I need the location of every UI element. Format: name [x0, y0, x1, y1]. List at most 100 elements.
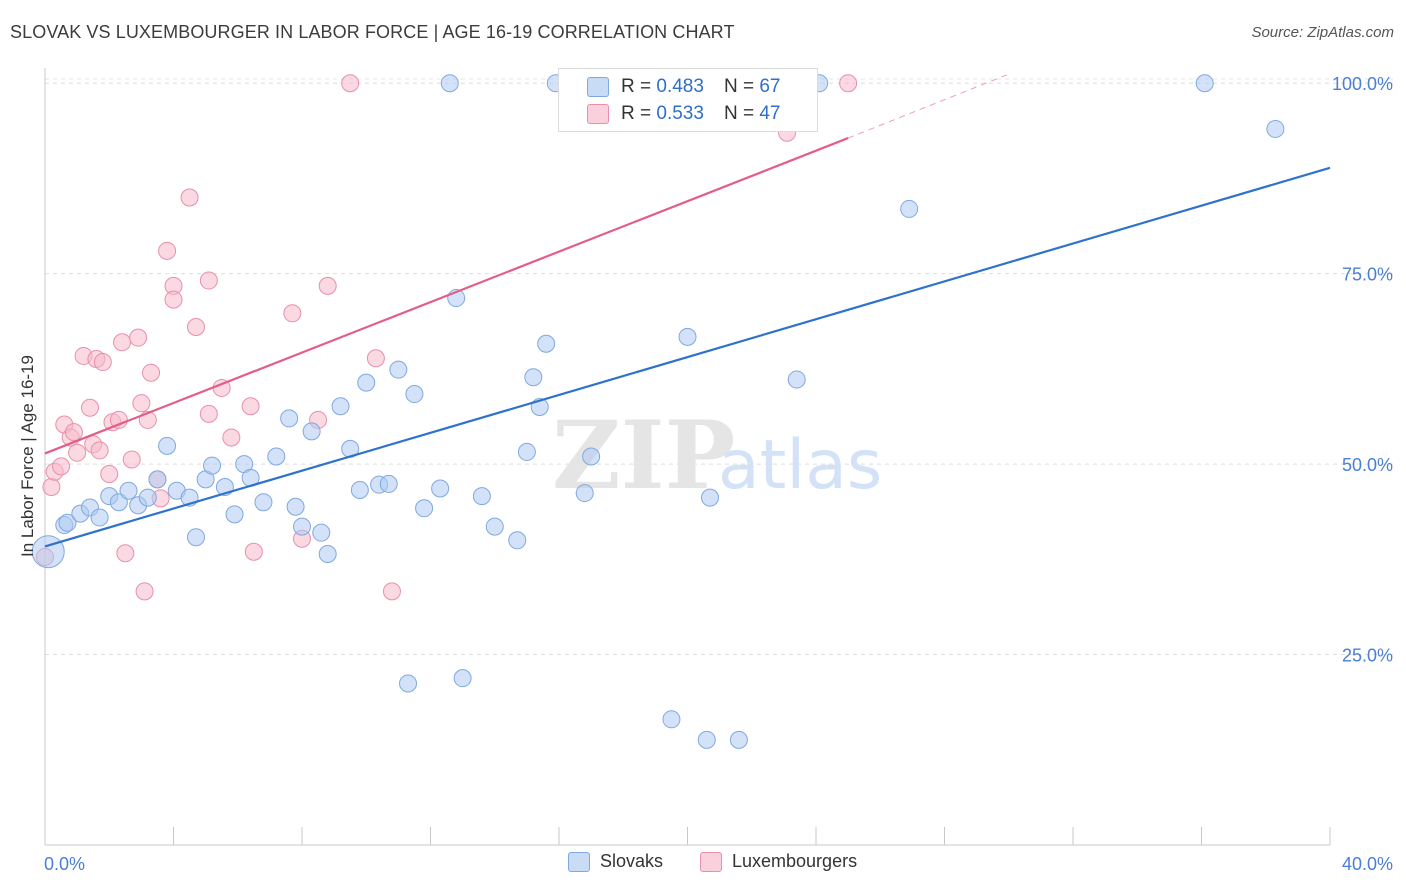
slovaks-point [286, 497, 305, 516]
luxembourgers-point [341, 74, 360, 93]
luxembourgers-point [199, 404, 218, 423]
slovaks-point [485, 517, 504, 536]
slovaks-point [453, 669, 472, 688]
slovaks-n-value: 67 [759, 76, 781, 97]
slovaks-point [524, 368, 543, 387]
slovaks-point [293, 517, 311, 536]
luxembourgers-point [135, 582, 154, 601]
luxembourgers-point [366, 349, 385, 368]
slovaks-point [119, 481, 138, 500]
y-axis-label: In Labor Force | Age 16-19 [18, 355, 37, 557]
slovaks-point [537, 334, 556, 353]
slovaks-point [399, 674, 418, 693]
slovaks-point [31, 535, 65, 569]
slovaks-point [440, 74, 459, 93]
luxembourgers-point [164, 290, 183, 309]
luxembourgers-trend-line [44, 137, 849, 455]
slovaks-point [431, 479, 450, 498]
luxembourgers-legend-label: Luxembourgers [732, 851, 858, 871]
y-tick-label: 25.0% [1342, 646, 1393, 666]
slovaks-point [158, 436, 177, 455]
luxembourgers-point [122, 450, 141, 469]
luxembourgers-point [129, 328, 148, 347]
luxembourgers-point [142, 363, 161, 382]
slovaks-point [58, 513, 77, 532]
luxembourgers-swatch [587, 104, 609, 124]
slovaks-point [280, 409, 299, 428]
slovaks-point [697, 730, 716, 749]
slovaks-point [302, 422, 321, 441]
x-tick-label-max: 40.0% [1342, 854, 1393, 874]
luxembourgers-point [90, 441, 109, 460]
slovaks-trend-line [44, 166, 1331, 548]
r-label: R = [621, 103, 652, 124]
luxembourgers-point [42, 477, 61, 496]
slovaks-point [389, 360, 408, 379]
luxembourgers-point [318, 276, 337, 295]
y-tick-label: 75.0% [1342, 265, 1393, 285]
luxembourgers-point [158, 241, 177, 260]
luxembourgers-point [52, 457, 71, 476]
luxembourgers-point [116, 544, 135, 563]
source-label: Source: ZipAtlas.com [1251, 24, 1394, 41]
slovaks-point [90, 508, 109, 527]
legend-row-luxembourgers: R = 0.533 N = 47 [587, 101, 780, 127]
luxembourgers-point [283, 304, 302, 323]
x-tick-label-min: 0.0% [44, 854, 85, 874]
slovaks-point [678, 327, 697, 346]
slovaks-point [517, 442, 536, 461]
n-label: N = [723, 103, 755, 124]
slovaks-point [350, 481, 369, 500]
luxembourgers-point [839, 74, 858, 93]
n-label: N = [723, 76, 755, 97]
slovaks-point [900, 199, 919, 218]
luxembourgers-point [180, 188, 199, 207]
luxembourgers-point [382, 582, 401, 601]
legend-row-slovaks: R = 0.483 N = 67 [587, 74, 780, 100]
luxembourgers-r-value: 0.533 [656, 103, 704, 124]
luxembourgers-point [113, 333, 132, 352]
luxembourgers-point [64, 423, 83, 442]
bottom-legend-slovaks: Slovaks [568, 851, 663, 872]
luxembourgers-point [68, 443, 87, 462]
slovaks-point [405, 385, 424, 404]
slovaks-point [700, 488, 719, 507]
slovaks-point [318, 545, 337, 564]
y-tick-label: 100.0% [1332, 74, 1393, 94]
chart-title: SLOVAK VS LUXEMBOURGER IN LABOR FORCE | … [10, 22, 735, 42]
bottom-legend-luxembourgers: Luxembourgers [700, 851, 857, 872]
slovaks-legend-label: Slovaks [600, 851, 664, 871]
slovaks-legend-swatch [568, 851, 590, 872]
slovaks-point [186, 528, 205, 547]
slovaks-point [267, 447, 286, 466]
slovaks-point [415, 499, 434, 518]
slovaks-point [148, 470, 167, 489]
luxembourgers-point [132, 394, 151, 413]
slovaks-point [1266, 119, 1285, 138]
slovaks-point [203, 456, 222, 475]
slovaks-r-value: 0.483 [656, 76, 704, 97]
luxembourgers-point [186, 318, 205, 336]
slovaks-point [138, 488, 157, 507]
slovaks-point [508, 531, 527, 550]
slovaks-point [582, 447, 601, 466]
slovaks-point [331, 397, 350, 416]
luxembourgers-point [222, 428, 241, 447]
luxembourgers-trend-extension [847, 73, 1009, 139]
slovaks-point [472, 487, 491, 506]
y-tick-label: 50.0% [1342, 455, 1393, 475]
luxembourgers-legend-swatch [700, 851, 722, 872]
slovaks-point [254, 493, 273, 512]
slovaks-point [379, 474, 398, 493]
luxembourgers-point [80, 398, 99, 417]
luxembourgers-point [199, 271, 218, 290]
luxembourgers-point [244, 542, 263, 561]
slovaks-point [225, 505, 244, 524]
slovaks-point [575, 484, 594, 503]
slovaks-point [312, 523, 331, 542]
slovaks-point [357, 373, 376, 392]
slovaks-swatch [587, 77, 609, 97]
luxembourgers-n-value: 47 [759, 103, 781, 124]
luxembourgers-point [100, 465, 119, 484]
